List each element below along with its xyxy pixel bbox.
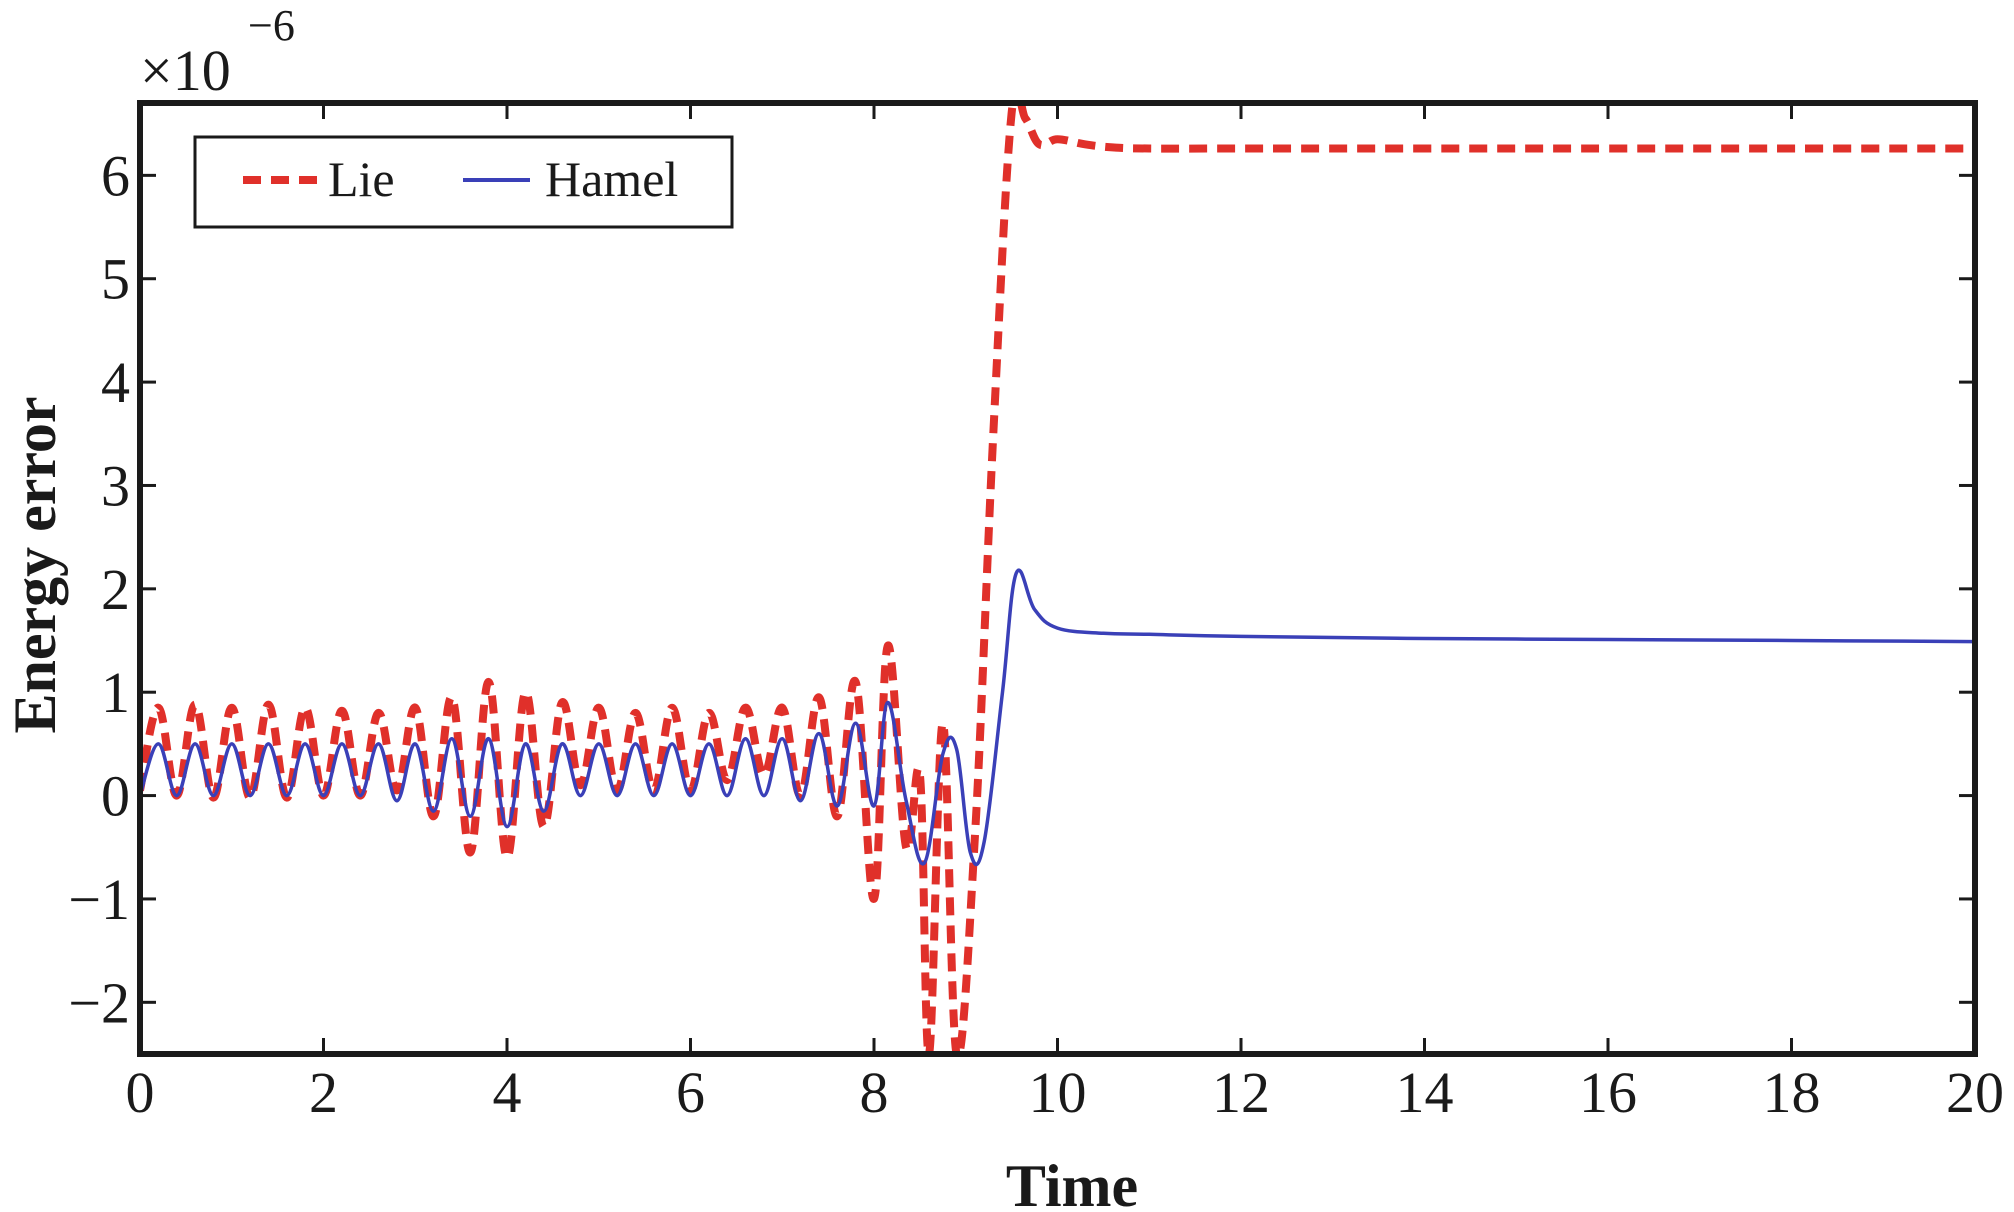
x-tick-label: 12 bbox=[1212, 1060, 1270, 1125]
series-line-hamel bbox=[140, 568, 1975, 867]
x-tick-label: 6 bbox=[676, 1060, 705, 1125]
y-multiplier-base: ×10 bbox=[140, 38, 231, 103]
y-tick-label: 0 bbox=[101, 764, 130, 829]
x-tick-label: 16 bbox=[1579, 1060, 1637, 1125]
y-tick-label: 2 bbox=[101, 557, 130, 622]
x-tick-label: 14 bbox=[1396, 1060, 1454, 1125]
y-tick-label: −1 bbox=[68, 867, 130, 932]
plot-frame bbox=[137, 100, 1978, 1057]
y-axis-title: Energy error bbox=[2, 396, 68, 733]
y-tick-label: 3 bbox=[101, 453, 130, 518]
y-tick-label: 1 bbox=[101, 660, 130, 725]
y-axis-ticks: −2 −1 0 1 2 3 4 5 6 bbox=[68, 143, 1975, 1035]
x-tick-label: 0 bbox=[126, 1060, 155, 1125]
x-tick-label: 8 bbox=[860, 1060, 889, 1125]
legend: Lie Hamel bbox=[193, 135, 734, 229]
y-tick-label: 5 bbox=[101, 247, 130, 312]
y-tick-label: 4 bbox=[101, 350, 130, 415]
legend-label-hamel: Hamel bbox=[545, 151, 678, 207]
x-tick-label: 18 bbox=[1763, 1060, 1821, 1125]
x-tick-label: 10 bbox=[1029, 1060, 1087, 1125]
x-tick-label: 4 bbox=[493, 1060, 522, 1125]
x-axis-ticks: 0 2 4 6 8 10 12 14 16 18 20 bbox=[126, 103, 2004, 1125]
x-tick-label: 2 bbox=[309, 1060, 338, 1125]
legend-label-lie: Lie bbox=[328, 151, 395, 207]
series-layer bbox=[140, 103, 1975, 1054]
y-tick-label: 6 bbox=[101, 143, 130, 208]
x-axis-title: Time bbox=[1006, 1153, 1138, 1212]
y-tick-label: −2 bbox=[68, 970, 130, 1035]
series-line-lie bbox=[140, 103, 1975, 1054]
x-tick-label: 20 bbox=[1946, 1060, 2004, 1125]
y-multiplier-exponent: −6 bbox=[248, 1, 295, 50]
